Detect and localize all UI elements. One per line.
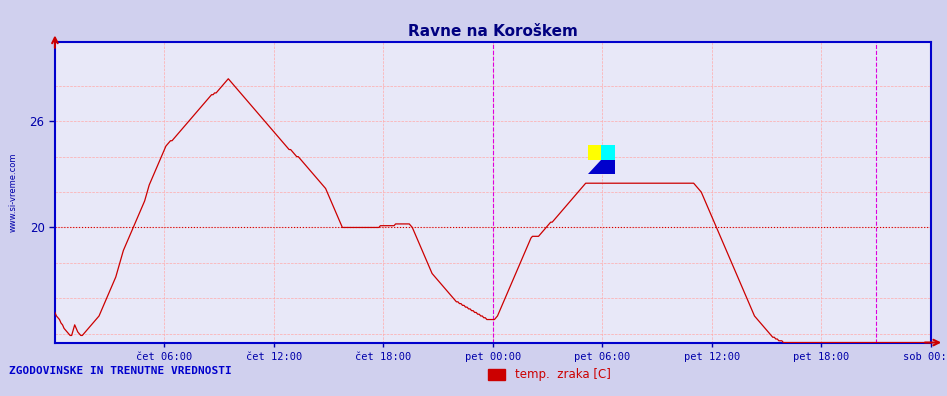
- Bar: [588, 145, 601, 160]
- Polygon shape: [588, 160, 615, 174]
- Text: www.si-vreme.com: www.si-vreme.com: [9, 152, 17, 232]
- Text: ZGODOVINSKE IN TRENUTNE VREDNOSTI: ZGODOVINSKE IN TRENUTNE VREDNOSTI: [9, 366, 232, 376]
- Bar: [601, 145, 615, 160]
- Legend: temp.  zraka [C]: temp. zraka [C]: [483, 364, 616, 386]
- Title: Ravne na Koroškem: Ravne na Koroškem: [408, 24, 578, 39]
